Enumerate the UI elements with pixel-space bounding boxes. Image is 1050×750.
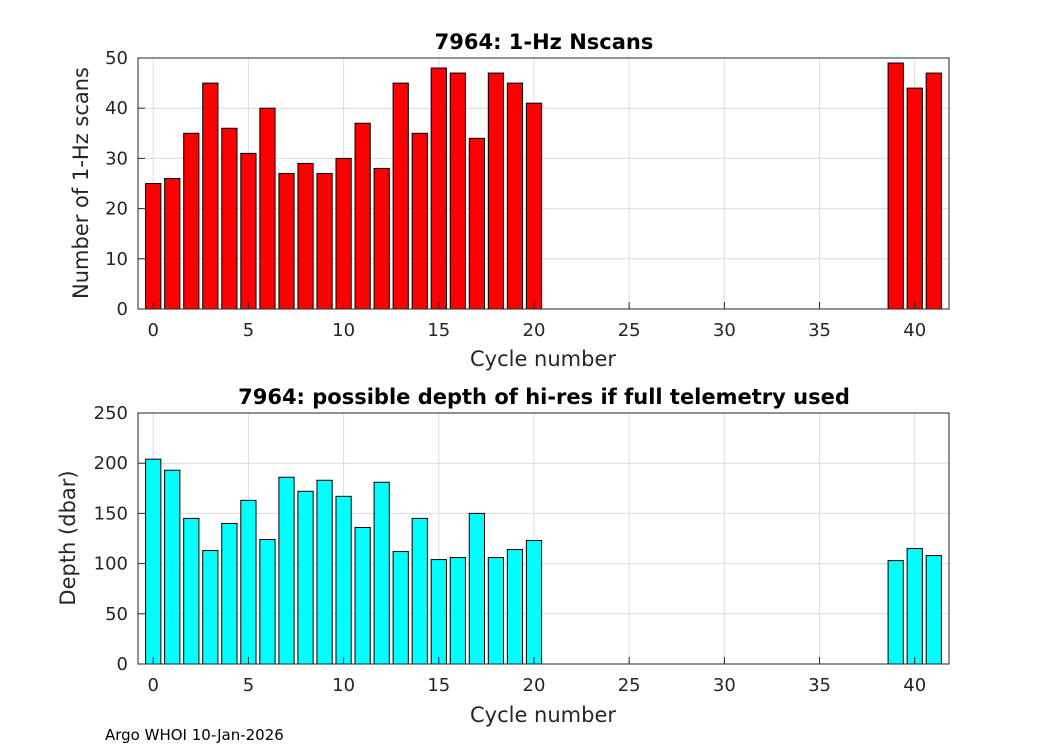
chart-top-bar-cycle-4: [221, 127, 238, 310]
chart-bottom-bar-cycle-0: [145, 458, 162, 665]
chart-bottom-x-tick-label: 0: [148, 675, 159, 696]
chart-bottom-x-tick-label: 5: [243, 675, 254, 696]
chart-top-bar-cycle-8: [297, 162, 314, 310]
chart-top-bar-cycle-6: [259, 107, 276, 310]
chart-top-bar-cycle-17: [468, 137, 485, 310]
chart-top-bar-cycle-13: [392, 82, 409, 310]
chart-top-x-tick-label: 15: [427, 320, 450, 341]
chart-bottom-bar-cycle-14: [411, 517, 428, 665]
chart-bottom-bar-cycle-20: [525, 540, 543, 665]
chart-bottom-bar-cycle-9: [316, 479, 333, 665]
chart-top-x-tick-label: 25: [618, 320, 641, 341]
chart-top-bar-cycle-1: [164, 177, 181, 310]
chart-bottom-bar-cycle-17: [468, 512, 485, 665]
chart-bottom-y-tick-label: 0: [117, 654, 128, 675]
chart-top-bar-cycle-7: [278, 172, 295, 310]
chart-bottom-plot-area: [137, 412, 950, 665]
chart-bottom-x-tick-label: 25: [618, 675, 641, 696]
chart-bottom-bar-cycle-41: [925, 555, 942, 665]
chart-top-x-tick-label: 35: [808, 320, 831, 341]
chart-top-y-axis-label: Number of 1-Hz scans: [69, 67, 93, 299]
chart-top-y-tick-label: 40: [105, 98, 128, 119]
chart-bottom-x-axis-label: Cycle number: [470, 703, 616, 727]
chart-bottom-y-tick-label: 200: [94, 453, 128, 474]
chart-bottom-x-tick-label: 35: [808, 675, 831, 696]
chart-top-bar-cycle-19: [506, 82, 524, 310]
chart-bottom-bar-cycle-15: [430, 559, 447, 665]
chart-top: 7964: 1-Hz Nscans 0 5 10 15 20 25 30 35 40 0 10 20 3…: [69, 30, 950, 371]
chart-bottom-bar-cycle-8: [297, 490, 314, 665]
chart-top-bar-cycle-39: [887, 62, 904, 310]
chart-top-y-tick-label: 0: [117, 299, 128, 320]
chart-top-y-tick-label: 10: [105, 249, 128, 270]
chart-bottom-bar-cycle-40: [906, 548, 923, 665]
chart-top-x-tick-label: 20: [523, 320, 546, 341]
chart-top-bar-cycle-40: [906, 87, 923, 310]
chart-bottom-bar-cycle-4: [221, 522, 238, 665]
chart-top-bar-cycle-41: [925, 72, 942, 310]
chart-top-x-tick-label: 5: [243, 320, 254, 341]
chart-top-x-tick-label: 10: [332, 320, 355, 341]
chart-top-y-tick-label: 50: [105, 48, 128, 69]
chart-top-title: 7964: 1-Hz Nscans: [435, 30, 654, 54]
chart-top-bar-cycle-20: [525, 102, 543, 310]
chart-top-bar-cycle-12: [373, 167, 390, 310]
chart-top-bar-cycle-15: [430, 67, 447, 310]
chart-bottom-bar-cycle-19: [506, 549, 524, 665]
chart-bottom-y-tick-label: 50: [105, 604, 128, 625]
chart-bottom-bar-cycle-1: [164, 469, 181, 665]
chart-top-plot-area: [137, 57, 950, 310]
chart-bottom-x-tick-label: 15: [427, 675, 450, 696]
chart-bottom-bar-cycle-11: [354, 526, 371, 665]
chart-bottom-bar-cycle-13: [392, 551, 409, 665]
chart-top-x-axis-label: Cycle number: [470, 347, 616, 371]
chart-bottom-bar-cycle-2: [183, 517, 200, 665]
chart-top-bar-cycle-10: [335, 157, 352, 310]
chart-bottom-bar-cycle-39: [887, 560, 904, 665]
chart-top-bar-cycle-5: [240, 152, 257, 310]
chart-bottom-x-tick-label: 10: [332, 675, 355, 696]
chart-bottom-y-tick-label: 100: [94, 554, 128, 575]
chart-top-bar-cycle-11: [354, 122, 371, 310]
chart-top-bar-cycle-14: [411, 132, 428, 310]
chart-top-y-tick-label: 30: [105, 148, 128, 169]
chart-top-x-tick-label: 30: [713, 320, 736, 341]
chart-top-bar-cycle-16: [449, 72, 466, 310]
chart-bottom-bar-cycle-10: [335, 495, 352, 665]
chart-bottom-bar-cycle-16: [449, 557, 466, 665]
chart-top-x-tick-label: 40: [903, 320, 926, 341]
chart-top-bar-cycle-18: [487, 72, 505, 310]
chart-bottom-x-tick-label: 20: [523, 675, 546, 696]
chart-bottom-title: 7964: possible depth of hi-res if full t…: [238, 385, 850, 409]
chart-top-bar-cycle-3: [202, 82, 219, 310]
chart-top-bar-cycle-9: [316, 172, 333, 310]
chart-bottom-y-tick-label: 150: [94, 503, 128, 524]
chart-top-bar-cycle-2: [183, 132, 200, 310]
chart-top-x-tick-label: 0: [148, 320, 159, 341]
chart-bottom-x-tick-label: 40: [903, 675, 926, 696]
chart-bottom-bar-cycle-5: [240, 499, 257, 665]
chart-bottom-bar-cycle-18: [487, 557, 505, 665]
chart-bottom-bar-cycle-3: [202, 550, 219, 665]
chart-bottom-x-tick-label: 30: [713, 675, 736, 696]
chart-bottom-bar-cycle-12: [373, 481, 390, 665]
chart-top-y-tick-label: 20: [105, 199, 128, 220]
footnote: Argo WHOI 10-Jan-2026: [105, 726, 284, 744]
chart-bottom-y-tick-label: 250: [94, 403, 128, 424]
chart-top-bar-cycle-0: [145, 183, 162, 310]
chart-bottom-bar-cycle-6: [259, 539, 276, 665]
chart-bottom-bar-cycle-7: [278, 476, 295, 665]
chart-bottom: 7964: possible depth of hi-res if full t…: [56, 385, 950, 727]
chart-bottom-y-axis-label: Depth (dbar): [56, 470, 80, 605]
